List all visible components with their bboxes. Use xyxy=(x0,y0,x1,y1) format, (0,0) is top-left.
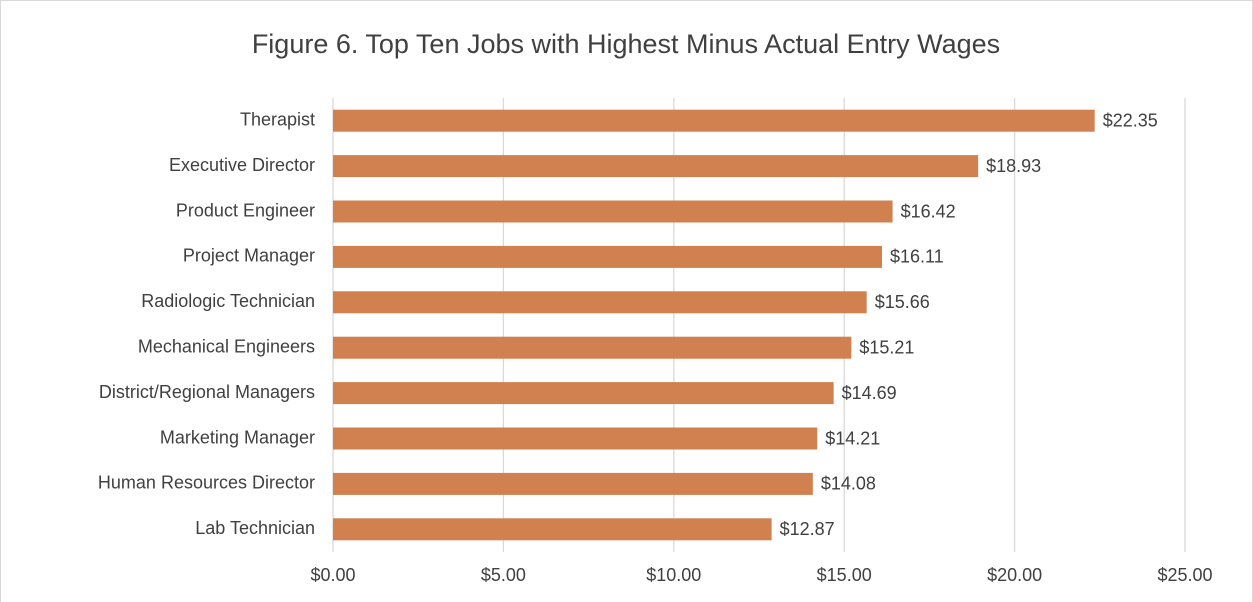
bar xyxy=(333,382,834,405)
data-label: $15.21 xyxy=(859,337,914,357)
y-tick-label: Marketing Manager xyxy=(160,427,315,447)
y-tick-label: Therapist xyxy=(240,109,315,129)
data-label: $16.11 xyxy=(890,247,944,267)
y-tick-label: District/Regional Managers xyxy=(99,382,315,402)
bar xyxy=(333,518,772,541)
y-tick-label: Lab Technician xyxy=(195,518,315,538)
bar xyxy=(333,336,852,359)
x-tick-label: $20.00 xyxy=(987,565,1042,585)
y-tick-label: Project Manager xyxy=(183,246,315,266)
x-tick-label: $15.00 xyxy=(817,565,872,585)
bar xyxy=(333,109,1095,132)
x-tick-label: $0.00 xyxy=(310,565,355,585)
data-label: $14.08 xyxy=(821,474,876,494)
bar xyxy=(333,155,979,178)
bar xyxy=(333,427,818,450)
data-label: $14.69 xyxy=(842,383,897,403)
chart-title: Figure 6. Top Ten Jobs with Highest Minu… xyxy=(252,29,1000,59)
bar xyxy=(333,472,813,495)
x-tick-label: $25.00 xyxy=(1157,565,1212,585)
data-label: $14.21 xyxy=(825,428,880,448)
bar xyxy=(333,200,893,223)
y-tick-label: Executive Director xyxy=(169,155,315,175)
x-tick-label: $10.00 xyxy=(646,565,701,585)
y-tick-label: Human Resources Director xyxy=(98,473,315,493)
y-tick-label: Radiologic Technician xyxy=(141,291,315,311)
data-label: $22.35 xyxy=(1103,110,1158,130)
data-label: $12.87 xyxy=(780,519,835,539)
data-label: $18.93 xyxy=(986,156,1041,176)
y-tick-label: Mechanical Engineers xyxy=(138,336,315,356)
x-tick-label: $5.00 xyxy=(481,565,526,585)
data-label: $15.66 xyxy=(875,292,930,312)
data-label: $16.42 xyxy=(901,201,956,221)
y-tick-label: Product Engineer xyxy=(176,200,315,220)
bar xyxy=(333,291,867,314)
bar xyxy=(333,245,883,268)
